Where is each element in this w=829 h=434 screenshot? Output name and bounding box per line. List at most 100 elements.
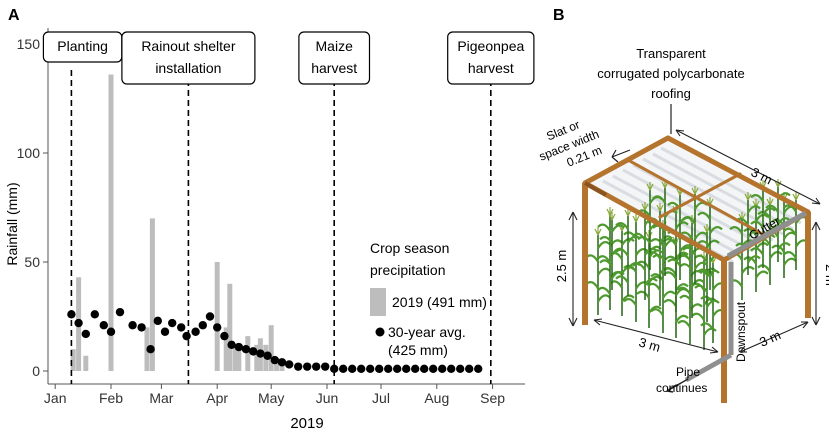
rainfall-bar: [254, 344, 260, 371]
average-point: [160, 327, 170, 336]
rainfall-bar: [227, 283, 233, 371]
average-point: [153, 316, 162, 326]
pipe-label-line-2: continues: [656, 381, 707, 395]
average-point: [256, 349, 265, 358]
maize-leaf: [659, 266, 673, 275]
average-point: [115, 307, 125, 317]
left-height-label: 2.5 m: [554, 250, 569, 283]
base-side-label: 3 m: [757, 327, 783, 350]
average-point: [227, 340, 236, 350]
gutter: [726, 210, 808, 259]
maize-tassel: [766, 197, 774, 206]
legend-point-label-line-1: 30-year avg.: [388, 324, 466, 340]
dimension-lines: [568, 129, 821, 354]
maize-leaf: [648, 305, 662, 314]
average-point: [270, 355, 279, 365]
rainfall-bar: [149, 218, 155, 371]
roof-label-line-3: roofing: [651, 86, 691, 101]
average-point: [74, 318, 83, 328]
maize-leaf: [675, 283, 689, 292]
maize-leaf: [627, 235, 641, 244]
average-point: [182, 331, 191, 341]
maize-leaf: [636, 290, 650, 299]
maize-leaf: [691, 312, 705, 321]
average-point: [191, 327, 200, 336]
average-point: [234, 342, 243, 352]
event-label-box: [121, 31, 256, 85]
maize-leaf: [663, 298, 677, 307]
average-point: [205, 312, 215, 321]
maize-leaf: [650, 273, 664, 282]
maize-leaf: [743, 227, 757, 236]
average-point: [411, 364, 420, 374]
rainfall-bar: [214, 262, 220, 371]
maize-leaf: [647, 282, 661, 291]
panel-a-label: A: [8, 7, 20, 24]
maize-leaf: [743, 256, 757, 265]
average-point: [357, 364, 366, 374]
average-point: [402, 364, 411, 374]
x-tick-label-feb: Feb: [99, 390, 123, 406]
maize-tassel: [792, 192, 800, 201]
maize-leaf: [697, 268, 711, 277]
maize-leaf: [783, 250, 797, 259]
maize-leaf: [597, 223, 611, 232]
maize-leaf: [659, 235, 673, 244]
maize-leaf: [599, 235, 613, 244]
average-point: [177, 323, 186, 332]
legend-point-swatch: [375, 327, 385, 337]
maize-leaf: [762, 207, 776, 216]
slat-arrow-icon: [611, 149, 631, 163]
rainfall-bar: [245, 336, 251, 371]
maize-tassel: [645, 230, 653, 239]
legend-point-label-line-2: (425 mm): [388, 342, 448, 358]
maize-leaf: [765, 204, 779, 213]
maize-tassel: [656, 203, 664, 212]
event-label-box: [447, 31, 535, 85]
rainfall-bar: [236, 349, 242, 371]
average-point: [137, 323, 146, 332]
average-point: [106, 327, 116, 336]
average-point: [168, 318, 177, 328]
average-point: [366, 364, 375, 374]
maize-leaf: [706, 269, 720, 278]
maize-leaf: [755, 213, 769, 222]
right-height-label: 2 m: [823, 264, 829, 286]
average-point: [339, 364, 348, 374]
maize-leaf: [597, 255, 611, 264]
average-point: [81, 329, 91, 339]
maize-leaf: [652, 195, 666, 204]
maize-leaf: [611, 270, 625, 279]
chart-legend: Crop season precipitation 2019 (491 mm) …: [370, 240, 487, 358]
average-point: [99, 321, 109, 330]
average-point: [67, 310, 76, 319]
maize-tassel: [646, 182, 654, 191]
event-label-text: installation: [155, 60, 221, 76]
average-point: [294, 362, 303, 371]
maize-leaf: [747, 255, 761, 264]
maize-leaf: [650, 238, 664, 247]
rainfall-bar: [83, 355, 89, 371]
maize-leaf: [623, 297, 637, 306]
x-tick-label-jul: Jul: [372, 390, 390, 406]
event-label-text: Rainout shelter: [141, 38, 236, 54]
average-point: [465, 364, 474, 374]
maize-leaf: [697, 211, 711, 220]
roof-label-line-2: corrugated polycarbonate: [597, 66, 744, 81]
maize-leaf: [709, 225, 723, 234]
average-point: [128, 321, 137, 330]
y-axis-label: Rainfall (mm): [4, 182, 20, 265]
maize-leaf: [649, 249, 663, 258]
average-point: [393, 364, 402, 374]
roof-label-line-1: Transparent: [636, 46, 706, 61]
average-point: [198, 321, 207, 330]
maize-tassel: [691, 186, 699, 195]
average-point: [456, 364, 465, 374]
maize-leaf: [783, 205, 797, 214]
maize-leaf: [682, 246, 696, 255]
maize-tassel: [632, 214, 640, 223]
x-tick-label-aug: Aug: [424, 390, 449, 406]
average-point: [375, 364, 384, 374]
average-point: [384, 364, 393, 374]
maize-leaf: [694, 284, 708, 293]
